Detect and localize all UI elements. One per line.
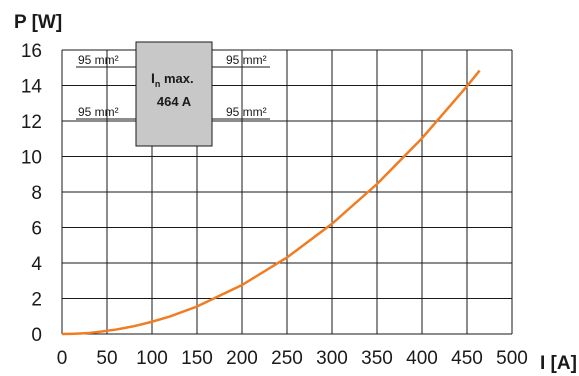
loss-curve xyxy=(61,69,481,336)
x-tick-label: 0 xyxy=(57,348,68,369)
y-tick-label: 0 xyxy=(31,325,42,346)
x-tick-label: 100 xyxy=(136,348,168,369)
annotation-box xyxy=(135,41,213,147)
grid xyxy=(61,49,513,335)
y-tick-label: 4 xyxy=(31,254,42,275)
y-tick-labels: 0 2 4 6 8 10 12 14 16 xyxy=(21,41,43,346)
x-tick-labels: 0 50 100 150 200 250 300 350 400 450 500 xyxy=(57,348,528,369)
x-tick-label: 400 xyxy=(406,348,438,369)
annotation-current-subscript: n xyxy=(155,79,161,89)
cross-section-top-left: 95 mm² xyxy=(78,53,119,67)
y-tick-label: 16 xyxy=(21,41,42,62)
x-tick-label: 450 xyxy=(451,348,483,369)
cross-section-bottom-right: 95 mm² xyxy=(226,105,267,119)
x-tick-label: 250 xyxy=(271,348,303,369)
annotation-box-line2: 464 A xyxy=(157,94,192,109)
y-tick-label: 6 xyxy=(31,219,42,240)
annotation-current-suffix: max. xyxy=(160,71,193,86)
y-tick-label: 12 xyxy=(21,112,42,133)
x-tick-label: 50 xyxy=(96,348,117,369)
y-tick-label: 8 xyxy=(31,183,42,204)
annotation-box-line1: In max. xyxy=(151,70,194,89)
annotation-current-symbol: I xyxy=(151,70,155,86)
x-tick-label: 500 xyxy=(496,348,528,369)
x-tick-label: 150 xyxy=(181,348,213,369)
x-tick-label: 300 xyxy=(316,348,348,369)
cross-section-bottom-left: 95 mm² xyxy=(78,105,119,119)
y-axis-label: P [W] xyxy=(14,12,62,33)
y-tick-label: 2 xyxy=(31,290,42,311)
y-tick-label: 10 xyxy=(21,148,42,169)
cross-section-top-right: 95 mm² xyxy=(226,53,267,67)
x-tick-label: 200 xyxy=(226,348,258,369)
x-axis-label: I [A] xyxy=(540,353,577,374)
cross-section-lines xyxy=(76,66,270,120)
y-tick-label: 14 xyxy=(21,77,43,98)
x-tick-label: 350 xyxy=(361,348,393,369)
